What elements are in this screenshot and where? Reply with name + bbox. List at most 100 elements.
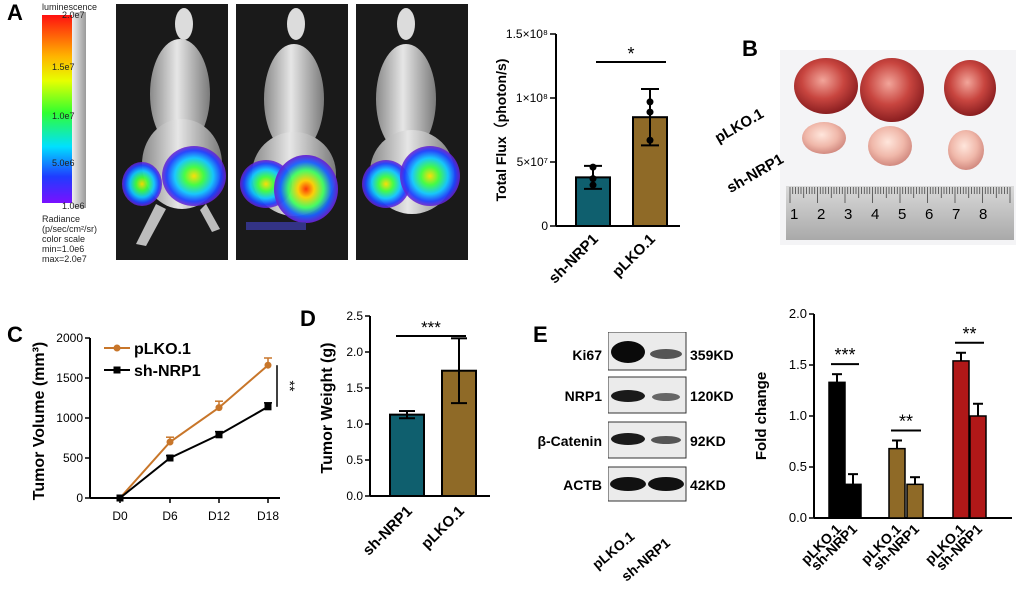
y-tick-label: 1×10⁸ xyxy=(516,91,548,105)
y-tick-label: 1.5×10⁸ xyxy=(506,27,548,41)
x-tick-label: D0 xyxy=(112,509,128,523)
colorscale-shade xyxy=(72,12,86,208)
y-tick-label: 0.0 xyxy=(346,489,363,503)
series-line-pLKO.1 xyxy=(119,364,269,499)
y-tick-label: 2000 xyxy=(56,331,83,345)
data-point xyxy=(589,163,597,171)
panel-label-b: B xyxy=(742,36,758,61)
mouse-image-3 xyxy=(356,4,468,260)
legend-marker xyxy=(113,366,121,374)
y-tick-label: 2.0 xyxy=(789,306,807,321)
mouse-image-1 xyxy=(116,4,228,260)
y-tick-label: 1.0 xyxy=(789,408,807,423)
x-tick-label: pLKO.1 xyxy=(418,503,468,553)
data-point xyxy=(116,494,124,502)
y-tick-label: 1.5 xyxy=(346,381,363,395)
legend-label: sh-NRP1 xyxy=(134,363,201,380)
ruler-ticks xyxy=(789,187,1011,203)
data-point xyxy=(646,108,654,116)
data-point xyxy=(166,454,174,462)
significance-marker: ** xyxy=(962,324,976,344)
ruler-number: 8 xyxy=(979,206,988,223)
colorscale-tick: 1.0e6 xyxy=(62,201,85,211)
bioluminescence-images xyxy=(116,4,468,260)
label-shNRP1-row: sh-NRP1 xyxy=(724,150,787,197)
x-tick-label: sh-NRP1 xyxy=(360,503,416,559)
bar-pLKO.1 xyxy=(888,447,906,519)
bar-sh-NRP1 xyxy=(906,483,924,519)
y-tick-label: 1.0 xyxy=(346,417,363,431)
y-axis-title: Tumor Weight (g) xyxy=(319,343,336,474)
ruler-number: 7 xyxy=(952,206,961,223)
data-point xyxy=(646,136,654,144)
y-axis-title: Tumor Volume (mm³) xyxy=(31,342,48,501)
series-line-sh-NRP1 xyxy=(119,405,269,499)
blot-size-label: 92KD xyxy=(690,433,726,449)
chart-total-flux: 0 5×10⁷ 1×10⁸ 1.5×10⁸ Total Flux（photon/s) sh… xyxy=(493,27,680,287)
x-tick-label: pLKO.1 xyxy=(609,231,659,281)
y-tick-label: 1500 xyxy=(56,371,83,385)
blot-protein-label: β-Catenin xyxy=(537,433,602,449)
ruler-number: 5 xyxy=(898,206,907,223)
significance-marker: *** xyxy=(421,318,441,337)
panel-label-d: D xyxy=(300,306,316,331)
y-tick-label: 0.0 xyxy=(789,510,807,525)
y-axis-title: Fold change xyxy=(753,372,770,460)
y-tick-label: 5×10⁷ xyxy=(517,155,548,169)
mouse-image-2 xyxy=(236,4,348,260)
bar-pLKO.1 xyxy=(952,360,970,519)
y-tick-label: 0 xyxy=(76,491,83,505)
ruler-numbers: 1 2 3 4 5 6 7 8 xyxy=(790,206,1018,223)
data-point xyxy=(264,403,272,411)
y-tick-label: 2.5 xyxy=(346,309,363,323)
blot-protein-label: Ki67 xyxy=(572,347,602,363)
y-tick-label: 0 xyxy=(541,219,548,233)
ruler-number: 2 xyxy=(817,206,826,223)
legend-marker xyxy=(113,344,121,352)
legend-label: pLKO.1 xyxy=(134,341,191,358)
y-tick-label: 0.5 xyxy=(346,453,363,467)
y-tick-label: 1.5 xyxy=(789,357,807,372)
significance-marker: *** xyxy=(834,345,855,365)
y-tick-label: 1000 xyxy=(56,411,83,425)
significance-marker: ** xyxy=(899,411,913,431)
blot-size-label: 42KD xyxy=(690,477,726,493)
colorscale-tick: 2.0e7 xyxy=(62,10,85,20)
bar-pLKO.1 xyxy=(828,381,846,519)
colorscale-caption: (p/sec/cm²/sr) xyxy=(42,224,97,234)
data-point xyxy=(589,175,597,183)
ruler-number: 3 xyxy=(844,206,853,223)
panel-label-a: A xyxy=(7,0,23,25)
colorscale-caption: Radiance xyxy=(42,214,81,224)
colorscale-tick: 1.5e7 xyxy=(52,62,75,72)
western-blot xyxy=(608,332,687,502)
significance-marker: * xyxy=(627,44,634,64)
chart-tumor-volume: 0 500 1000 1500 2000 D0 D6 D12 D18 Tumor Volume (… xyxy=(31,331,298,523)
panel-label-c: C xyxy=(7,322,23,347)
panel-label-e: E xyxy=(533,322,548,347)
colorscale-caption: min=1.0e6 xyxy=(42,244,85,254)
blot-protein-label: ACTB xyxy=(563,477,602,493)
data-point xyxy=(166,438,174,446)
data-point xyxy=(264,361,272,369)
colorscale-caption: color scale xyxy=(42,234,86,244)
tumor-photo xyxy=(780,50,1016,245)
colorscale-tick: 5.0e6 xyxy=(52,158,75,168)
blot-protein-label: NRP1 xyxy=(564,388,602,404)
y-tick-label: 0.5 xyxy=(789,459,807,474)
colorscale-title: luminescence xyxy=(42,2,98,12)
ruler-number: 1 xyxy=(790,206,799,223)
data-point xyxy=(589,181,597,189)
x-tick-label: D12 xyxy=(208,509,230,523)
x-tick-label: D6 xyxy=(162,509,178,523)
colorscale-tick: 1.0e7 xyxy=(52,111,75,121)
data-point xyxy=(215,404,223,412)
y-axis-title: Total Flux（photon/s) xyxy=(493,59,509,202)
data-point xyxy=(215,431,223,439)
x-tick-label: D18 xyxy=(257,509,279,523)
bar-sh-NRP1 xyxy=(389,413,425,497)
colorscale-caption: max=2.0e7 xyxy=(42,254,87,264)
y-tick-label: 2.0 xyxy=(346,345,363,359)
